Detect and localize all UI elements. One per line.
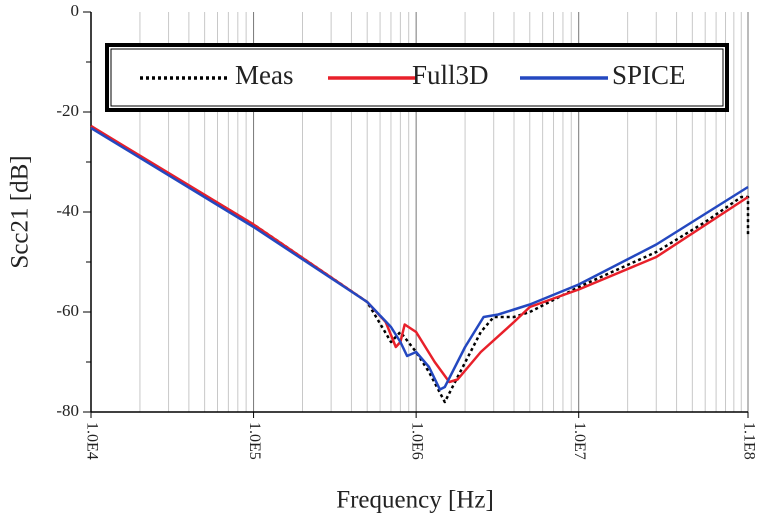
series-line xyxy=(90,126,749,391)
legend: Meas Full3D SPICE xyxy=(105,43,729,112)
legend-label: Full3D xyxy=(412,60,489,90)
legend-box xyxy=(105,43,729,112)
y-tick-label: -60 xyxy=(56,301,79,320)
y-tick-label: -40 xyxy=(56,201,79,220)
y-axis-label: Scc21 [dB] xyxy=(7,155,34,268)
x-tick-label: 1.0E5 xyxy=(246,422,263,460)
y-tick-label: -20 xyxy=(56,101,79,120)
x-tick-label: 1.0E6 xyxy=(408,422,425,460)
legend-label: Meas xyxy=(235,60,293,90)
y-tick-label: 0 xyxy=(71,1,80,20)
legend-label: SPICE xyxy=(612,60,686,90)
x-tick-label: 1.0E4 xyxy=(83,422,100,460)
series-line xyxy=(90,125,750,404)
legend-inner-border xyxy=(110,48,724,107)
x-axis-label: Frequency [Hz] xyxy=(336,487,494,514)
y-tick-label: -80 xyxy=(56,401,79,420)
x-tick-label: 1.1E8 xyxy=(740,422,757,460)
x-tick-label: 1.0E7 xyxy=(571,422,588,460)
